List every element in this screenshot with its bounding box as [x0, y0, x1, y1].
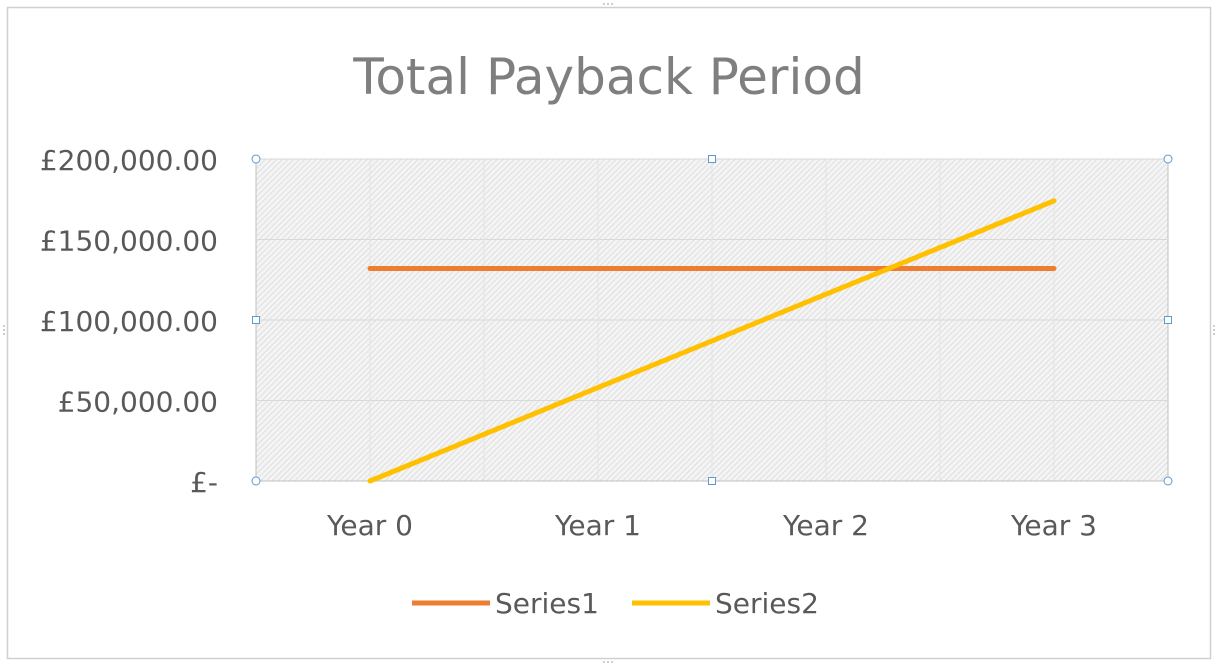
series-layer [367, 198, 1057, 484]
x-tick-label: Year 3 [1010, 509, 1097, 542]
x-axis: Year 0 Year 1 Year 2 Year 3 [256, 480, 1168, 542]
legend-label[interactable]: Series1 [495, 587, 599, 620]
chart-title[interactable]: Total Payback Period [352, 48, 864, 106]
x-tick-label: Year 0 [326, 509, 413, 542]
resize-handle [251, 476, 261, 486]
y-tick-label: £200,000.00 [40, 144, 218, 177]
series-line-series2[interactable] [367, 198, 1057, 484]
frame-grips[interactable] [3, 3, 1215, 663]
resize-handle [1163, 154, 1173, 164]
y-tick-label: £- [190, 466, 218, 499]
resize-handle [251, 154, 261, 164]
y-tick-label: £100,000.00 [40, 305, 218, 338]
resize-handle [708, 477, 716, 485]
legend[interactable]: Series1 Series2 [412, 587, 819, 620]
resize-handle [1163, 476, 1173, 486]
x-tick-label: Year 2 [782, 509, 869, 542]
y-tick-label: £150,000.00 [40, 225, 218, 258]
y-tick-label: £50,000.00 [58, 386, 218, 419]
y-axis: £- £50,000.00 £100,000.00 £150,000.00 £200,0… [40, 144, 218, 499]
legend-label[interactable]: Series2 [715, 587, 819, 620]
resize-handle [1164, 316, 1172, 324]
x-tick-label: Year 1 [554, 509, 641, 542]
resize-handle [252, 316, 260, 324]
plot-area-handles[interactable] [251, 154, 1173, 486]
resize-handle [708, 155, 716, 163]
